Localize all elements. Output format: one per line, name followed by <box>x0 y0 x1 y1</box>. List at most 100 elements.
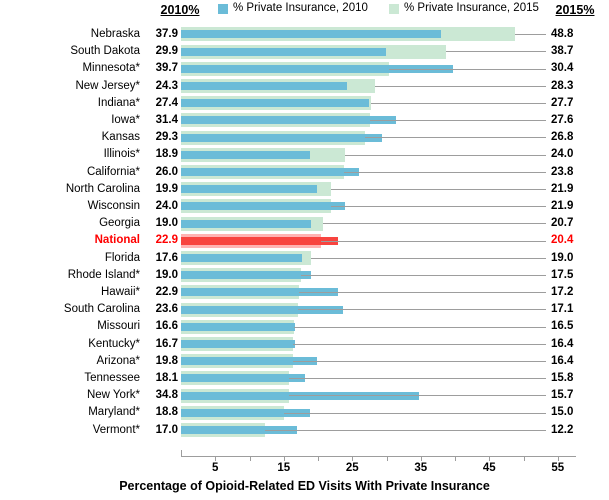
table-row[interactable]: Illinois* 18.9 24.0 <box>0 146 609 163</box>
bar-2010[interactable] <box>181 271 312 280</box>
x-axis-tick <box>523 456 525 461</box>
table-row[interactable]: Indiana* 27.4 27.7 <box>0 95 609 112</box>
value-2015: 15.8 <box>551 372 574 384</box>
table-row[interactable]: North Carolina 19.9 21.9 <box>0 181 609 198</box>
table-row[interactable]: South Carolina 23.6 17.1 <box>0 301 609 318</box>
table-row[interactable]: Minnesota* 39.7 30.4 <box>0 60 609 77</box>
bar-2010[interactable] <box>181 81 348 90</box>
leader-line <box>289 378 546 380</box>
axis-origin-tick <box>181 450 182 457</box>
value-2010: 17.6 <box>155 251 178 264</box>
state-label: South Dakota <box>70 45 140 58</box>
bar-2010[interactable] <box>181 288 338 297</box>
x-axis-tick <box>352 456 354 461</box>
bar-2010[interactable] <box>181 219 312 228</box>
value-2010: 16.7 <box>155 337 178 350</box>
legend-swatch-2015-icon <box>389 3 399 14</box>
leader-line <box>320 240 546 242</box>
table-row[interactable]: National 22.9 20.4 <box>0 232 609 249</box>
value-2010: 31.4 <box>155 114 178 126</box>
table-row[interactable]: Kansas 29.3 26.8 <box>0 129 609 146</box>
bar-2010[interactable] <box>181 357 317 366</box>
bar-2010[interactable] <box>181 374 305 383</box>
leader-line <box>364 137 546 139</box>
table-row[interactable]: South Dakota 29.9 38.7 <box>0 43 609 60</box>
value-2015: 30.4 <box>551 62 574 75</box>
table-row[interactable]: California* 26.0 23.8 <box>0 164 609 181</box>
leader-line <box>298 292 546 294</box>
bar-2010[interactable] <box>181 253 302 262</box>
table-row[interactable]: Georgia 19.0 20.7 <box>0 215 609 232</box>
value-2015: 17.2 <box>551 286 574 298</box>
bar-2010[interactable] <box>181 150 311 159</box>
leader-line <box>264 429 546 431</box>
leader-line <box>345 154 546 156</box>
bar-2010[interactable] <box>181 167 360 176</box>
chart-header: 2010% % Private Insurance, 2010 % Privat… <box>0 0 609 26</box>
value-2015: 21.9 <box>551 200 574 212</box>
table-row[interactable]: Wisconsin 24.0 21.9 <box>0 198 609 215</box>
value-2015: 16.5 <box>551 320 574 333</box>
value-2015: 38.7 <box>551 45 574 58</box>
table-row[interactable]: Rhode Island* 19.0 17.5 <box>0 267 609 284</box>
value-2015: 48.8 <box>551 28 574 40</box>
bar-2010[interactable] <box>181 64 453 73</box>
bar-2010[interactable] <box>181 425 298 434</box>
value-2015: 23.8 <box>551 165 574 178</box>
x-axis-tick <box>557 456 559 461</box>
state-label: Nebraska <box>90 28 140 40</box>
table-row[interactable]: Maryland* 18.8 15.0 <box>0 404 609 421</box>
x-axis-tick-label: 35 <box>414 462 428 474</box>
value-2015: 15.0 <box>551 406 574 419</box>
bar-2010[interactable] <box>181 30 441 39</box>
table-row[interactable]: Kentucky* 16.7 16.4 <box>0 336 609 353</box>
state-label: Tennessee <box>84 372 140 384</box>
bar-2010[interactable] <box>181 133 382 142</box>
value-2010: 19.9 <box>155 182 178 195</box>
bar-2010[interactable] <box>181 408 310 417</box>
x-axis-tick-label: 55 <box>551 462 565 474</box>
bar-2010[interactable] <box>181 185 318 194</box>
table-row[interactable]: Nebraska 37.9 48.8 <box>0 26 609 43</box>
value-2010: 19.0 <box>155 217 178 230</box>
state-label: Iowa* <box>111 114 140 126</box>
table-row[interactable]: Hawaii* 22.9 17.2 <box>0 284 609 301</box>
x-axis-tick <box>318 456 319 461</box>
bar-2010[interactable] <box>181 47 386 56</box>
table-row[interactable]: Arizona* 19.8 16.4 <box>0 353 609 370</box>
bar-2010[interactable] <box>181 305 343 314</box>
state-label: Kansas <box>101 131 140 144</box>
table-row[interactable]: Vermont* 17.0 12.2 <box>0 422 609 439</box>
bar-2010[interactable] <box>181 99 369 108</box>
leader-line <box>370 120 546 122</box>
state-label: New Jersey* <box>75 79 140 92</box>
bar-2010[interactable] <box>181 339 296 348</box>
leader-line <box>370 102 546 104</box>
value-2010: 24.3 <box>155 79 178 92</box>
legend-label-2010: % Private Insurance, 2010 <box>233 2 368 14</box>
leader-line <box>300 274 546 276</box>
value-2015: 20.7 <box>551 217 574 230</box>
table-row[interactable]: Tennessee 18.1 15.8 <box>0 370 609 387</box>
x-axis-line <box>181 456 576 457</box>
value-2010: 26.0 <box>155 165 178 178</box>
bar-2010[interactable] <box>181 236 338 245</box>
table-row[interactable]: Missouri 16.6 16.5 <box>0 318 609 335</box>
bar-2010[interactable] <box>181 116 397 125</box>
value-2010: 29.9 <box>155 45 178 58</box>
bar-2010[interactable] <box>181 322 295 331</box>
bar-2010[interactable] <box>181 202 346 211</box>
value-2010: 16.6 <box>155 320 178 333</box>
value-2010: 27.4 <box>155 96 178 109</box>
value-2010: 22.9 <box>155 234 178 247</box>
x-axis-title: Percentage of Opioid-Related ED Visits W… <box>119 479 490 493</box>
legend-item-2010: % Private Insurance, 2010 <box>218 2 368 15</box>
x-axis-tick <box>283 456 285 461</box>
value-2015: 16.4 <box>551 354 574 367</box>
table-row[interactable]: Iowa* 31.4 27.6 <box>0 112 609 129</box>
table-row[interactable]: Florida 17.6 19.0 <box>0 250 609 267</box>
table-row[interactable]: New York* 34.8 15.7 <box>0 387 609 404</box>
table-row[interactable]: New Jersey* 24.3 28.3 <box>0 78 609 95</box>
leader-line <box>293 343 546 345</box>
